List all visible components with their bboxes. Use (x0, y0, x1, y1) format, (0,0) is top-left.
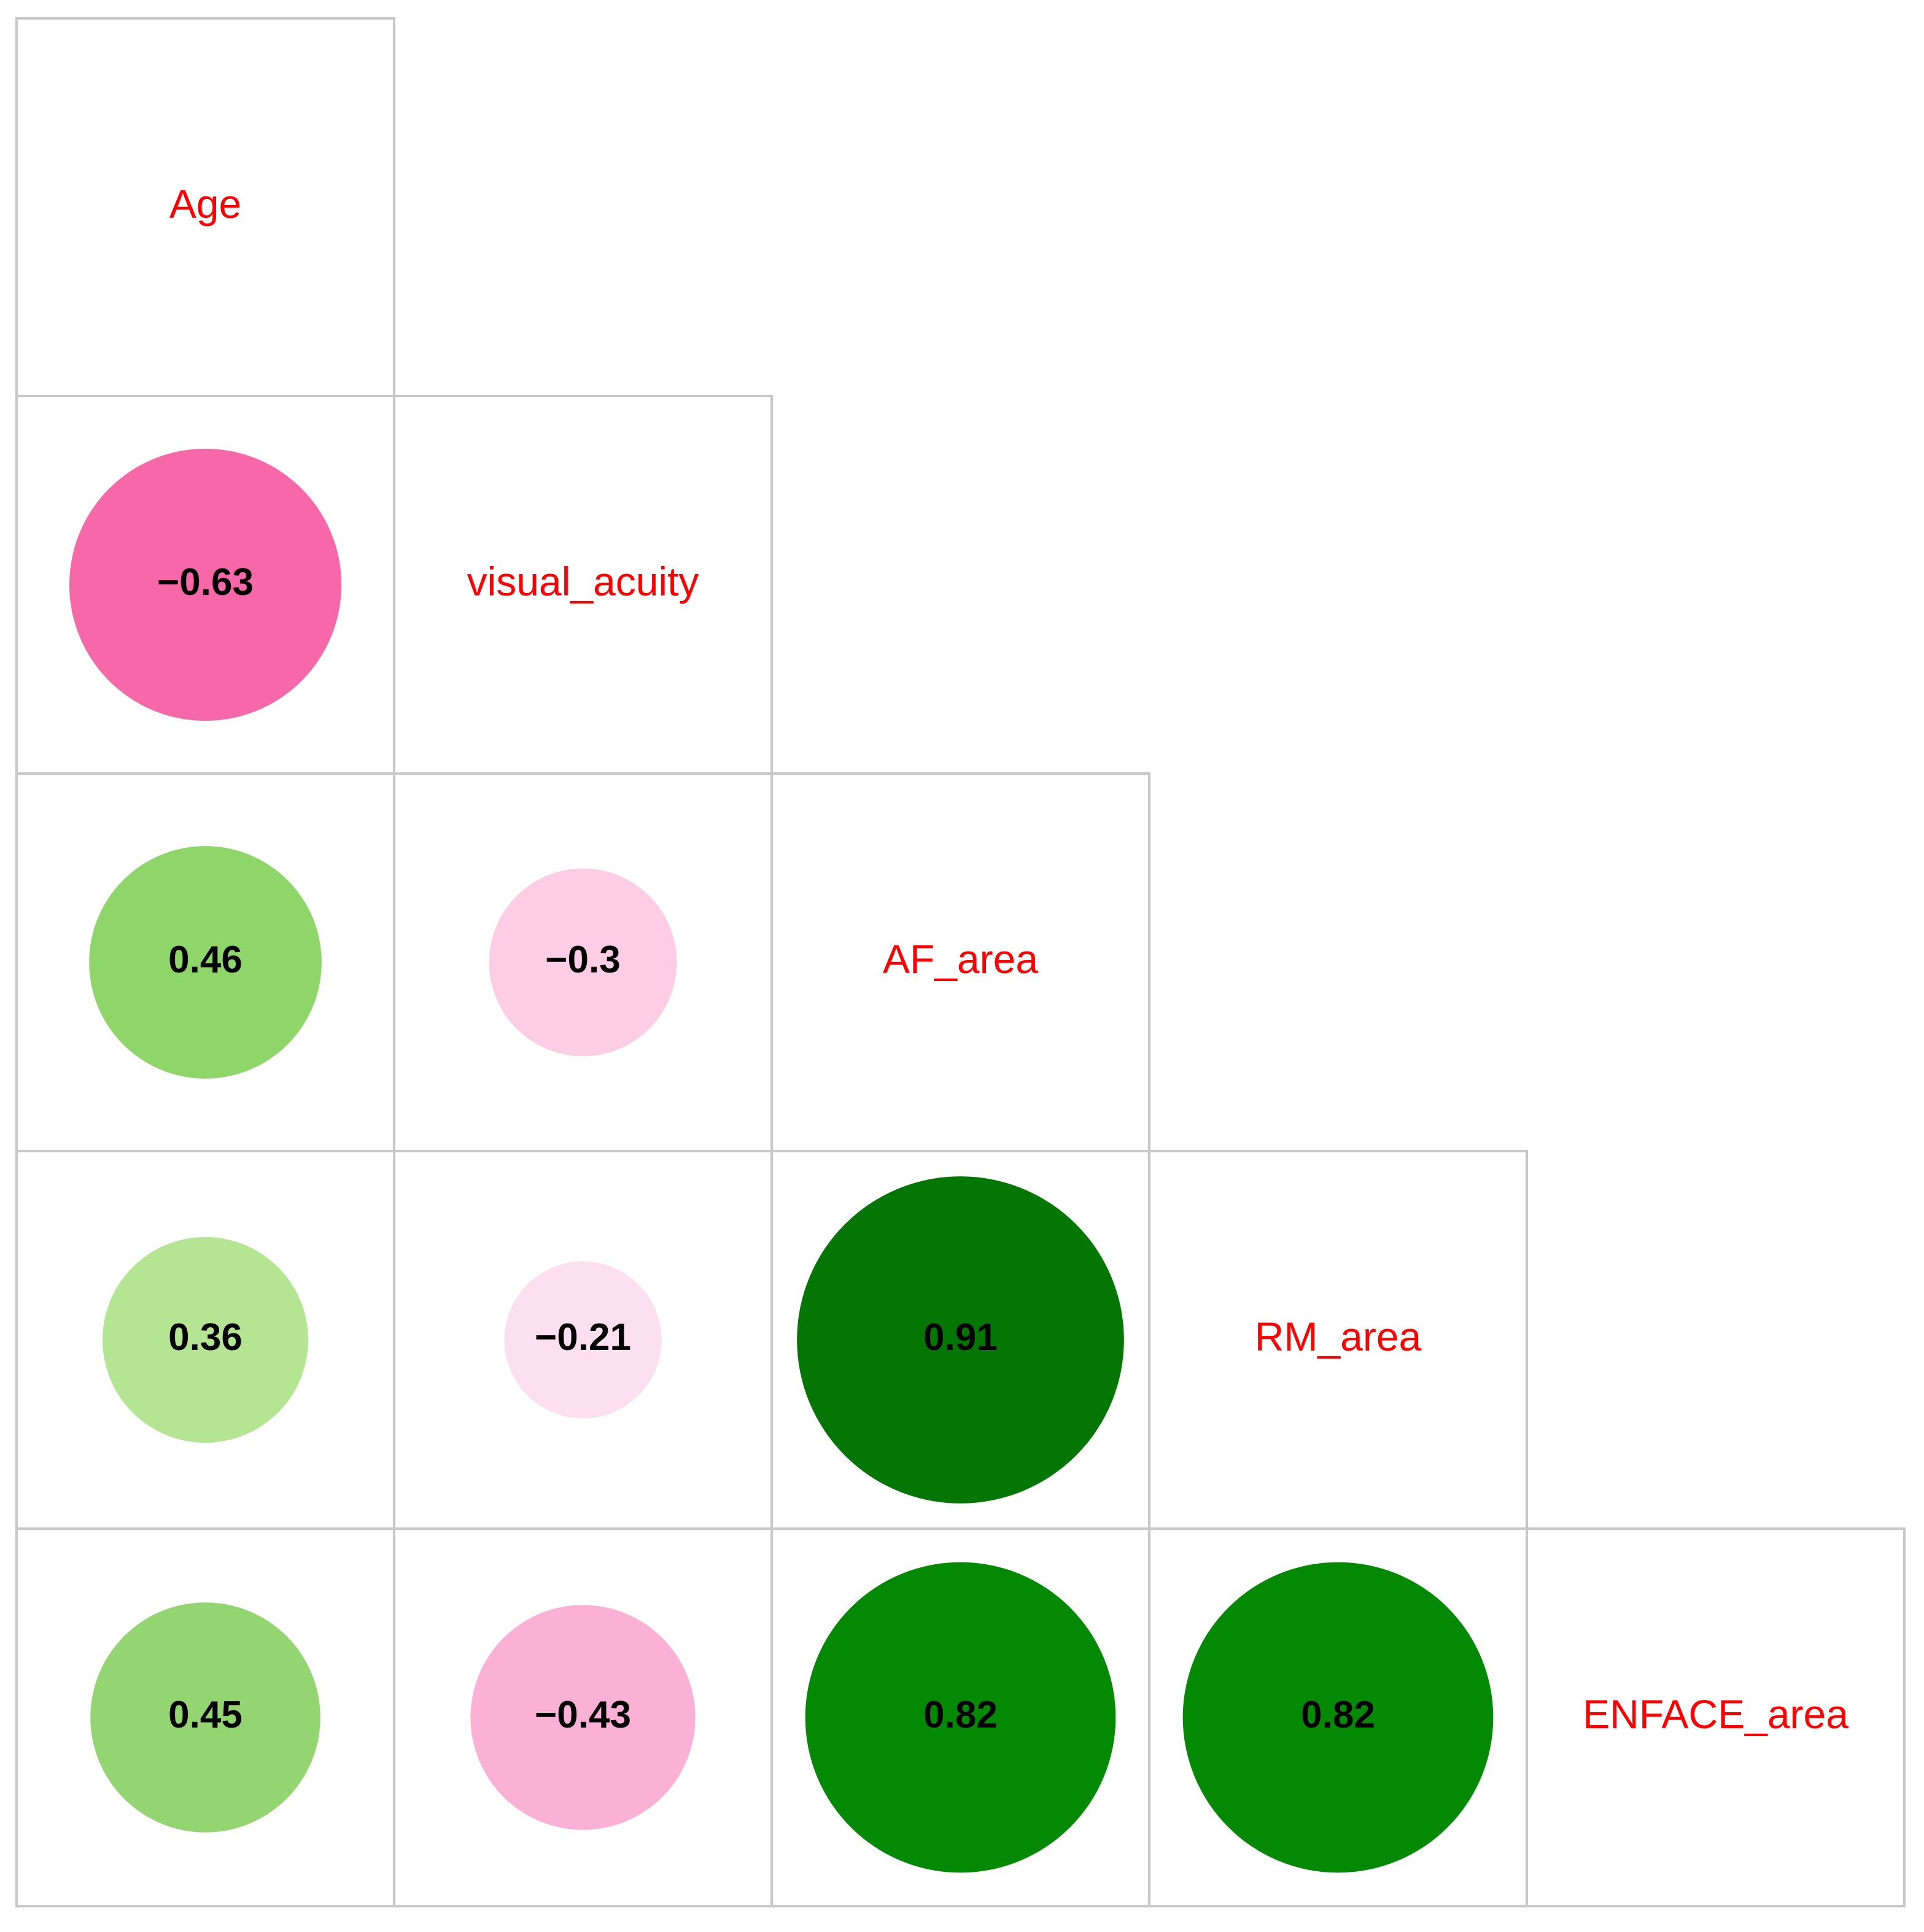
variable-label: Age (169, 181, 241, 227)
value-label: 0.36 (168, 1316, 242, 1359)
value-label: 0.82 (923, 1694, 998, 1736)
correlation-circle (69, 448, 342, 721)
variable-label: RM_area (1255, 1314, 1422, 1359)
correlation-circle (470, 1605, 696, 1830)
variable-label: ENFACE_area (1583, 1691, 1848, 1737)
correlation-circle (805, 1562, 1116, 1873)
correlation-circle (102, 1236, 309, 1443)
value-label: 0.91 (923, 1316, 998, 1359)
correlation-circle (1182, 1562, 1494, 1873)
correlation-circle (504, 1261, 662, 1419)
value-label: 0.45 (168, 1694, 242, 1736)
variable-label: AF_area (883, 936, 1038, 982)
correlation-circle (89, 846, 322, 1079)
value-label: 0.82 (1301, 1694, 1375, 1736)
value-label: −0.63 (157, 561, 254, 603)
correlation-circle (797, 1176, 1124, 1503)
value-label: −0.43 (535, 1694, 631, 1736)
value-label: 0.46 (168, 939, 242, 981)
grid-cell (1526, 1527, 1906, 1907)
correlation-circle (489, 868, 677, 1057)
value-label: −0.21 (535, 1316, 631, 1359)
variable-label: visual_acuity (467, 559, 699, 604)
correlation-circle (90, 1602, 320, 1833)
value-label: −0.3 (545, 939, 620, 981)
